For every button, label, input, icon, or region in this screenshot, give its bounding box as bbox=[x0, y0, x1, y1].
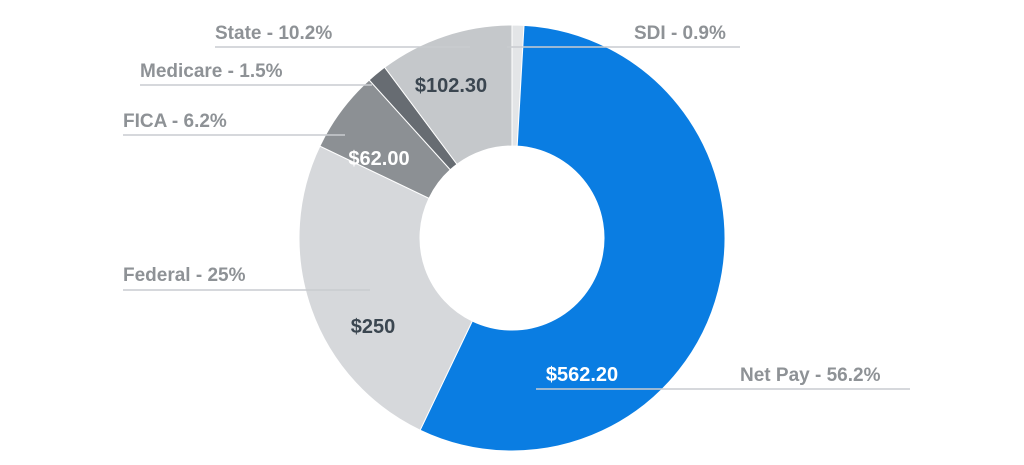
slice-1 bbox=[419, 24, 726, 452]
slice-values: $562.20 $250 $62.00 $102.30 bbox=[348, 75, 618, 386]
slice-value-1: $562.20 bbox=[546, 364, 618, 386]
slice-value-2: $250 bbox=[351, 316, 396, 338]
leader-lines bbox=[123, 46, 910, 390]
slice-labels: SDI - 0.9% Net Pay - 56.2% Federal - 25% FI… bbox=[123, 23, 881, 386]
slice-label-4: Medicare - 1.5% bbox=[140, 61, 283, 82]
slice-label-0: SDI - 0.9% bbox=[634, 23, 726, 44]
slice-label-5: State - 10.2% bbox=[215, 23, 332, 44]
slice-label-1: Net Pay - 56.2% bbox=[740, 365, 881, 386]
donut-slices bbox=[298, 24, 726, 452]
slice-value-5: $102.30 bbox=[415, 75, 487, 97]
slice-label-3: FICA - 6.2% bbox=[123, 111, 227, 132]
slice-value-3: $62.00 bbox=[348, 148, 409, 170]
slice-2 bbox=[298, 145, 473, 431]
slice-label-2: Federal - 25% bbox=[123, 265, 246, 286]
